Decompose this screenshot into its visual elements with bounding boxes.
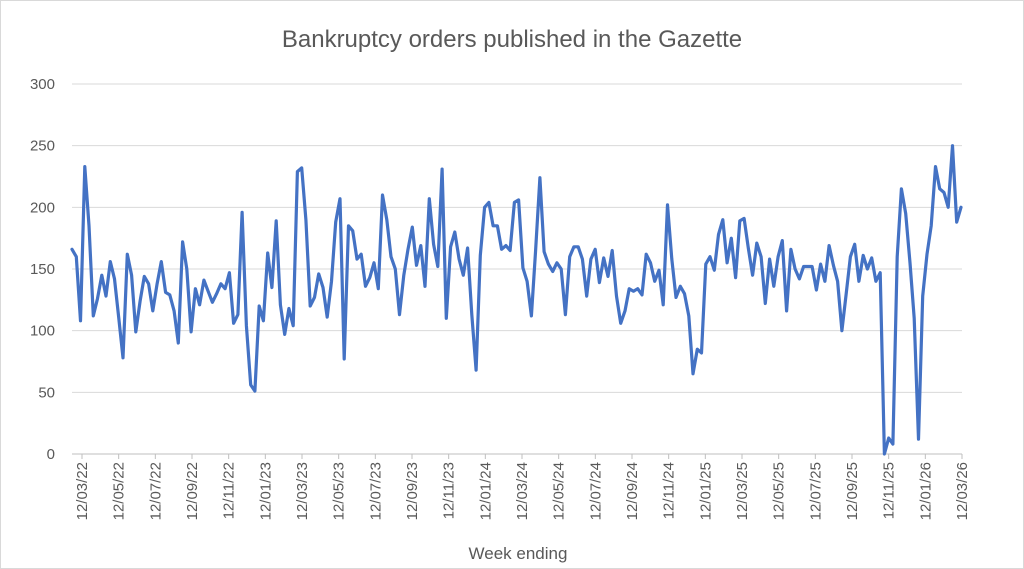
x-axis-tick-labels: 12/03/22 12/05/22 12/07/22 12/09/22 12/11/22… (74, 454, 971, 520)
x-axis-title: Week ending (469, 544, 568, 563)
x-tick-label: 12/05/25 (771, 462, 788, 520)
x-tick-label: 12/01/24 (477, 462, 494, 520)
x-tick-label: 12/03/22 (74, 462, 91, 520)
x-tick-label: 12/05/24 (551, 462, 568, 520)
y-tick-label: 250 (30, 138, 55, 155)
x-tick-label: 12/07/22 (147, 462, 164, 520)
x-tick-label: 12/07/25 (807, 462, 824, 520)
x-tick-label: 12/07/24 (587, 462, 604, 520)
series-layer (70, 144, 963, 456)
x-tick-label: 12/01/25 (697, 462, 714, 520)
x-tick-label: 12/03/24 (514, 462, 531, 520)
y-tick-label: 200 (30, 199, 55, 216)
x-tick-label: 12/05/23 (331, 462, 348, 520)
x-tick-label: 12/09/22 (184, 462, 201, 520)
x-tick-label: 12/05/22 (111, 462, 128, 520)
x-tick-label: 12/09/23 (404, 462, 421, 520)
x-tick-label: 12/11/22 (221, 462, 238, 519)
y-tick-label: 0 (47, 446, 55, 463)
x-tick-label: 12/09/25 (844, 462, 861, 520)
x-tick-label: 12/07/23 (367, 462, 384, 520)
y-tick-label: 300 (30, 76, 55, 93)
y-axis-tick-labels: 0 50 100 150 200 250 300 (30, 76, 55, 463)
x-tick-label: 12/03/26 (954, 462, 971, 520)
y-tick-label: 150 (30, 261, 55, 278)
x-tick-label: 12/09/24 (624, 462, 641, 520)
chart-title: Bankruptcy orders published in the Gazet… (282, 26, 742, 53)
x-tick-label: 12/01/23 (257, 462, 274, 520)
x-tick-label: 12/11/25 (881, 462, 898, 519)
x-tick-label: 12/01/26 (917, 462, 934, 520)
series-line (70, 144, 963, 456)
y-tick-label: 50 (38, 384, 55, 401)
x-tick-label: 12/03/25 (734, 462, 751, 520)
gridlines (72, 83, 962, 393)
y-tick-label: 100 (30, 323, 55, 340)
x-tick-label: 12/03/23 (294, 462, 311, 520)
x-tick-label: 12/11/23 (441, 462, 458, 519)
x-tick-label: 12/11/24 (661, 462, 678, 519)
